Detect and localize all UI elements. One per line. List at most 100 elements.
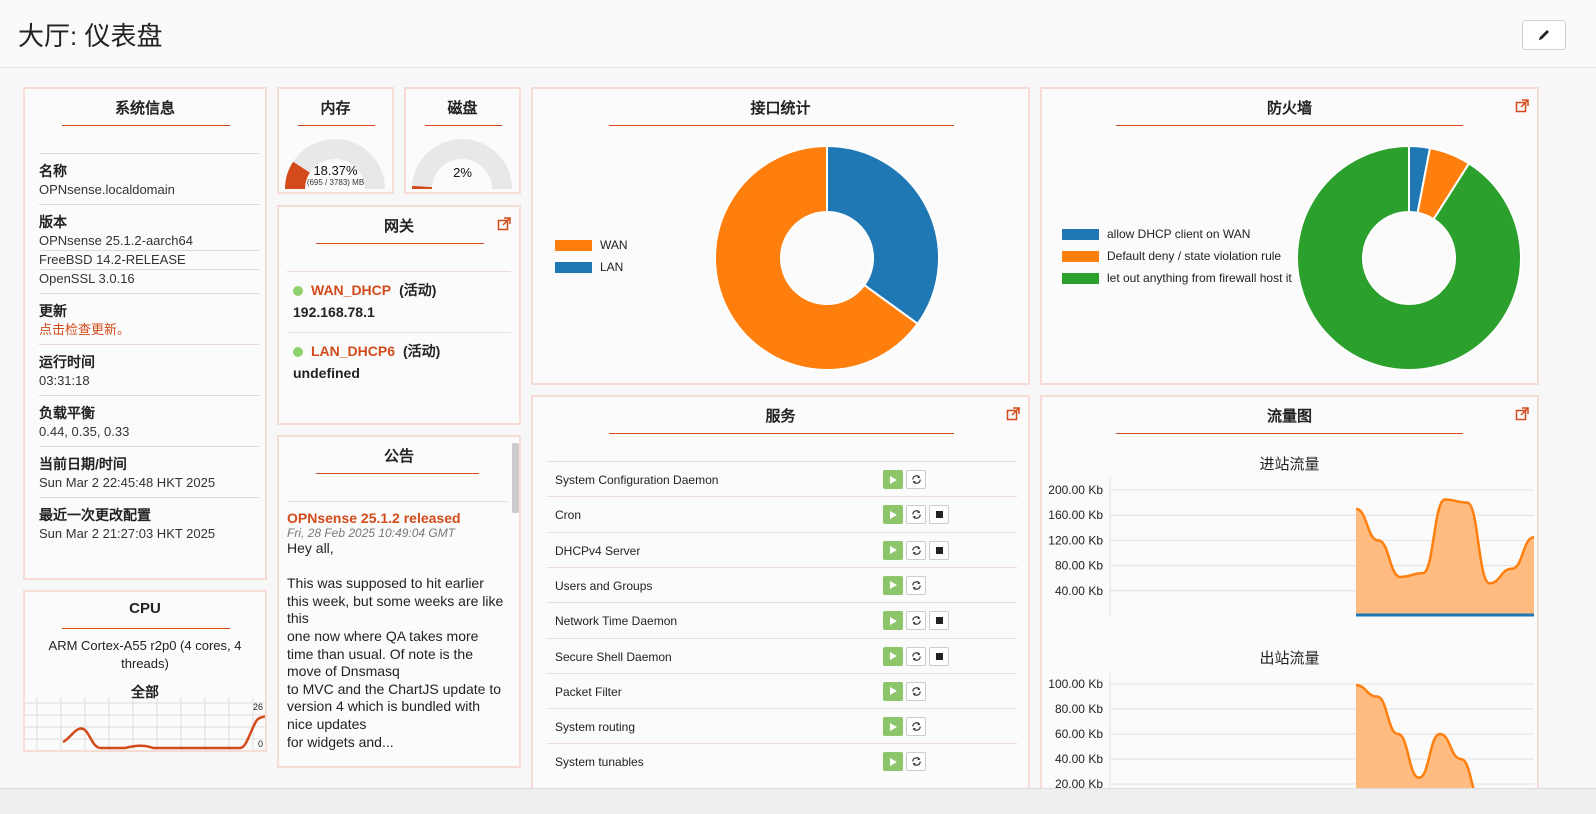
check-updates-link[interactable]: 点击检查更新。 xyxy=(39,322,131,337)
gateway-item: WAN_DHCP (活动) 192.168.78.1 xyxy=(287,271,511,332)
service-row: Cron xyxy=(547,496,1017,531)
system-info-label: 最近一次更改配置 xyxy=(39,507,151,523)
legend-entry[interactable]: allow DHCP client on WAN xyxy=(1062,223,1292,245)
system-info-value: OpenSSL 3.0.16 xyxy=(39,269,259,288)
title-underline xyxy=(316,473,479,474)
title-underline xyxy=(425,125,502,126)
external-link-icon[interactable] xyxy=(1006,407,1020,421)
gateway-name-link[interactable]: WAN_DHCP xyxy=(311,282,392,298)
service-start-button[interactable] xyxy=(883,470,903,489)
memory-detail: (695 / 3783) MB xyxy=(306,178,365,187)
pie-slice[interactable] xyxy=(714,144,920,371)
system-info-label: 运行时间 xyxy=(39,354,95,370)
service-restart-button[interactable] xyxy=(906,505,926,525)
announcement-scroll[interactable] xyxy=(512,443,519,513)
gateway-item: LAN_DHCP6 (活动) undefined xyxy=(287,332,511,393)
service-restart-button[interactable] xyxy=(906,717,926,737)
disk-title: 磁盘 xyxy=(447,100,478,117)
service-restart-button[interactable] xyxy=(906,611,926,631)
status-online-icon xyxy=(293,285,303,296)
play-icon xyxy=(890,616,897,625)
gauge-track xyxy=(285,139,385,189)
system-info-label: 负载平衡 xyxy=(39,405,95,421)
firewall-title: 防火墙 xyxy=(1266,100,1312,117)
external-link-icon[interactable] xyxy=(497,217,511,231)
refresh-icon xyxy=(911,722,921,731)
legend-entry[interactable]: Default deny / state violation rule xyxy=(1062,245,1292,267)
title-underline xyxy=(609,125,954,126)
service-start-button[interactable] xyxy=(883,752,903,772)
pie-slice[interactable] xyxy=(1296,144,1522,371)
legend-entry[interactable]: let out anything from firewall host it xyxy=(1062,267,1292,289)
service-start-button[interactable] xyxy=(883,575,903,595)
area-fill xyxy=(1356,685,1482,793)
y-tick-label: 120.00 Kb xyxy=(1048,533,1103,547)
play-icon xyxy=(890,475,897,484)
service-start-button[interactable] xyxy=(883,646,903,666)
y-tick-label: 40.00 Kb xyxy=(1055,584,1103,598)
legend-entry[interactable]: WAN xyxy=(555,234,628,256)
service-restart-button[interactable] xyxy=(906,470,926,489)
system-info-row: 最近一次更改配置 Sun Mar 2 21:27:03 HKT 2025 xyxy=(39,497,259,543)
service-start-button[interactable] xyxy=(883,717,903,737)
service-stop-button[interactable] xyxy=(929,646,949,666)
service-restart-button[interactable] xyxy=(906,681,926,701)
system-info-value: Sun Mar 2 21:27:03 HKT 2025 xyxy=(39,526,216,541)
legend-label: LAN xyxy=(600,260,624,274)
system-info-value: 0.44, 0.35, 0.33 xyxy=(39,424,130,439)
stop-icon xyxy=(935,511,943,519)
announcement-body: Hey all, This was supposed to hit earlie… xyxy=(287,540,504,750)
external-link-icon[interactable] xyxy=(1515,99,1529,113)
gauge-fill xyxy=(412,185,433,189)
gateway-name-link[interactable]: LAN_DHCP6 xyxy=(311,343,396,359)
service-start-button[interactable] xyxy=(883,540,903,560)
play-icon xyxy=(890,757,897,766)
service-row: Secure Shell Daemon xyxy=(547,637,1017,673)
interfaces-title: 接口统计 xyxy=(750,100,811,117)
services-widget: 服务 System Configuration Daemon Cron DHCPv4… xyxy=(531,395,1030,795)
system-info-value: FreeBSD 14.2-RELEASE xyxy=(39,250,259,269)
cpu-graph: 26 0 xyxy=(25,698,265,750)
memory-percent: 18.37% xyxy=(313,163,358,178)
system-info-value: OPNsense.localdomain xyxy=(39,182,175,197)
refresh-icon xyxy=(911,651,921,661)
interfaces-pie-chart xyxy=(714,144,940,371)
play-icon xyxy=(890,687,897,696)
legend-label: allow DHCP client on WAN xyxy=(1107,227,1251,241)
service-stop-button[interactable] xyxy=(929,611,949,631)
announcement-link[interactable]: OPNsense 25.1.2 released xyxy=(287,510,461,526)
service-row: Users and Groups xyxy=(547,566,1017,602)
service-start-button[interactable] xyxy=(883,611,903,631)
refresh-icon xyxy=(911,757,921,767)
refresh-icon xyxy=(911,545,921,555)
stop-icon xyxy=(935,546,943,554)
external-link-icon[interactable] xyxy=(1515,407,1529,421)
title-underline xyxy=(298,125,375,126)
title-underline xyxy=(316,243,484,244)
system-info-row: 名称 OPNsense.localdomain xyxy=(39,153,259,199)
service-row: Packet Filter xyxy=(547,672,1017,708)
service-restart-button[interactable] xyxy=(906,540,926,560)
y-tick-label: 160.00 Kb xyxy=(1048,508,1103,522)
service-restart-button[interactable] xyxy=(906,575,926,595)
gauge-track xyxy=(412,139,512,189)
service-stop-button[interactable] xyxy=(929,505,949,525)
legend-entry[interactable]: LAN xyxy=(555,256,628,278)
page-header: 大厅: 仪表盘 xyxy=(0,0,1596,68)
service-restart-button[interactable] xyxy=(906,646,926,666)
edit-dashboard-button[interactable] xyxy=(1522,20,1566,50)
system-info-row: 运行时间 03:31:18 xyxy=(39,344,259,390)
pie-slice[interactable] xyxy=(826,144,940,326)
system-info-row: 负载平衡 0.44, 0.35, 0.33 xyxy=(39,395,259,441)
disk-percent: 2% xyxy=(453,165,472,180)
status-online-icon xyxy=(293,346,303,357)
service-name: Cron xyxy=(555,508,582,523)
disk-widget: 磁盘 2% xyxy=(404,87,521,194)
service-start-button[interactable] xyxy=(883,505,903,525)
service-restart-button[interactable] xyxy=(906,752,926,772)
refresh-icon xyxy=(911,686,921,696)
service-start-button[interactable] xyxy=(883,681,903,701)
page-title: 大厅: 仪表盘 xyxy=(18,21,163,51)
inbound-traffic-chart: 200.00 Kb 160.00 Kb 120.00 Kb 80.00 Kb 40.00… xyxy=(1048,477,1535,617)
service-stop-button[interactable] xyxy=(929,540,949,560)
